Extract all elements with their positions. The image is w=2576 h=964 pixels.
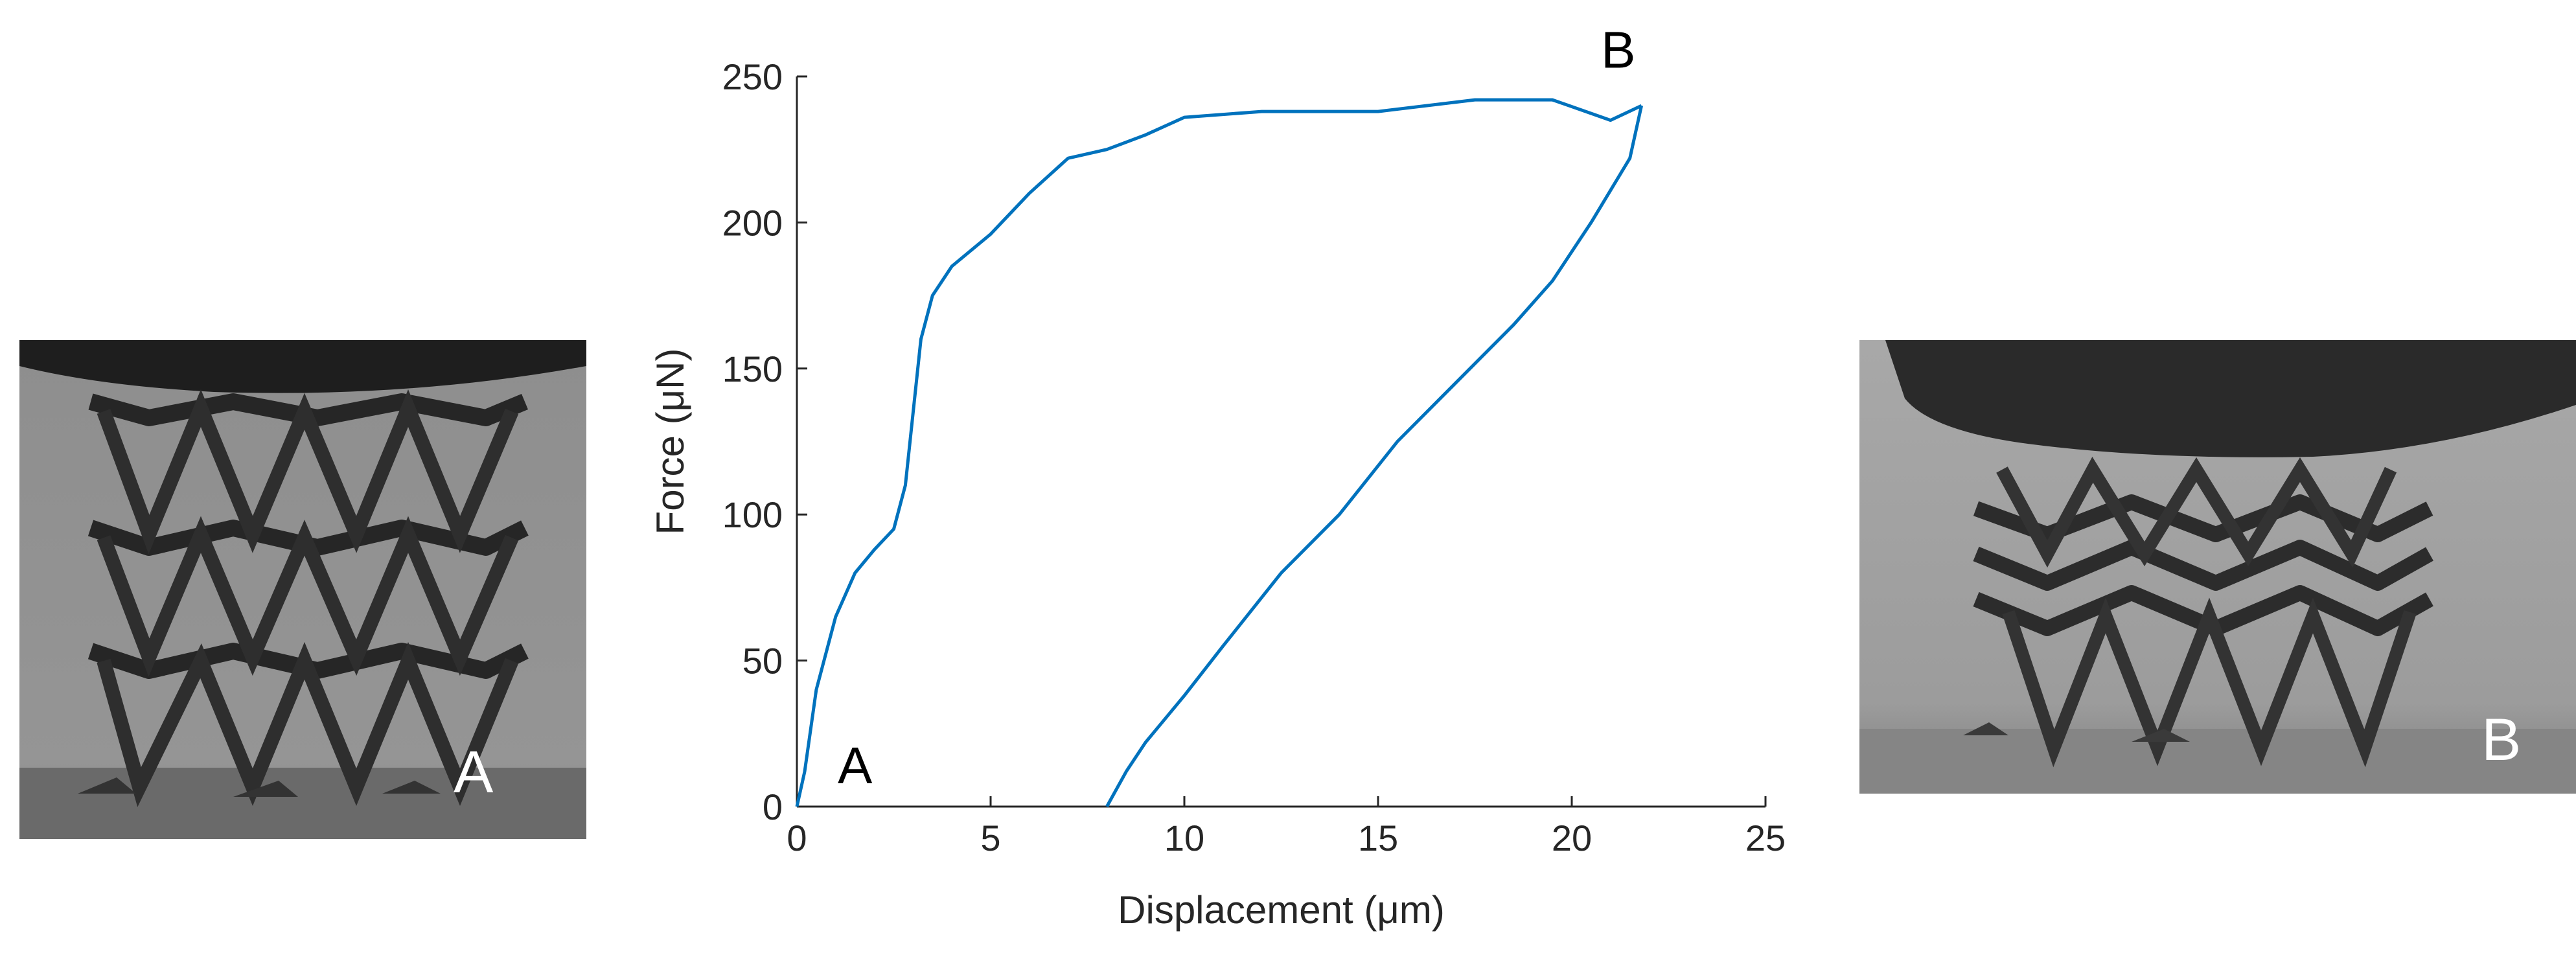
sem-image-compressed xyxy=(1859,340,2576,794)
point-label-a: A xyxy=(838,737,873,794)
point-label-b: B xyxy=(1601,21,1635,78)
y-axis-title: Force (μN) xyxy=(649,349,692,535)
panel-label-a: A xyxy=(454,739,494,805)
x-tick-label: 10 xyxy=(1164,818,1204,858)
y-tick-label: 50 xyxy=(742,641,783,682)
y-tick-label: 150 xyxy=(722,349,783,389)
y-tick-label: 0 xyxy=(763,786,783,827)
x-tick-label: 20 xyxy=(1552,818,1592,858)
panel-label-b: B xyxy=(2481,707,2522,773)
x-tick-label: 15 xyxy=(1358,818,1398,858)
chart-axes xyxy=(796,75,1767,808)
chart-series-layer xyxy=(795,98,1644,808)
y-tick-label: 200 xyxy=(722,202,783,243)
y-tick-label: 100 xyxy=(722,494,783,535)
x-tick-label: 25 xyxy=(1745,818,1786,858)
chart-annotations: AB xyxy=(838,21,1635,794)
series-line-unloading xyxy=(1105,105,1644,808)
x-tick-label: 5 xyxy=(980,818,1000,858)
x-axis-title: Displacement (μm) xyxy=(1118,888,1445,932)
y-tick-label: 250 xyxy=(722,56,783,97)
sem-image-initial xyxy=(19,340,586,839)
series-line-loading xyxy=(795,98,1642,807)
x-tick-label: 0 xyxy=(787,818,807,858)
